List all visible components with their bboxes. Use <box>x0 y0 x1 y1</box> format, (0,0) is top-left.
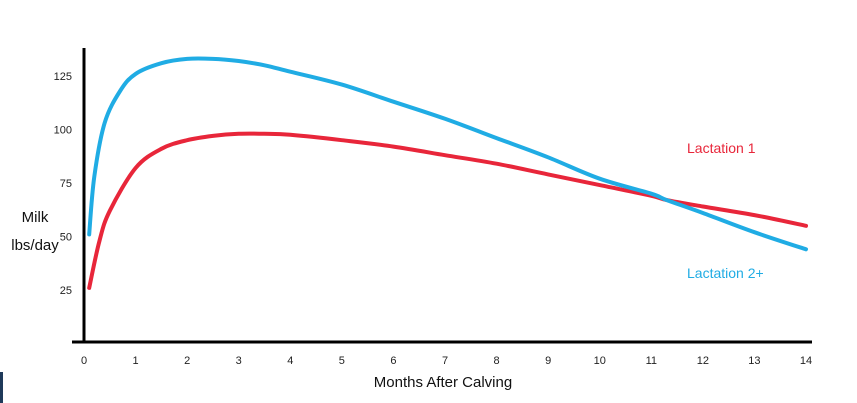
y-tick-labels: 25 50 75 100 125 <box>54 71 72 297</box>
series-label-2: Lactation 2+ <box>687 265 764 281</box>
x-tick-label: 9 <box>545 355 551 367</box>
x-tick-label: 0 <box>81 355 87 367</box>
y-tick-label: 75 <box>60 178 72 190</box>
x-tick-label: 4 <box>287 355 293 367</box>
left-edge-accent <box>0 372 3 403</box>
x-tick-labels: 0 1 2 3 4 5 6 7 8 9 10 11 12 13 14 <box>81 355 812 367</box>
x-tick-label: 12 <box>697 355 709 367</box>
x-tick-label: 2 <box>184 355 190 367</box>
y-axis-title-line1: Milk <box>22 209 49 226</box>
y-axis-title-line2: lbs/day <box>11 237 59 254</box>
x-axis-title: Months After Calving <box>374 374 512 391</box>
x-tick-label: 11 <box>646 355 657 367</box>
x-tick-label: 10 <box>594 355 606 367</box>
x-tick-label: 1 <box>133 355 139 367</box>
x-tick-label: 14 <box>800 355 812 367</box>
x-tick-label: 6 <box>390 355 396 367</box>
y-tick-label: 25 <box>60 285 72 297</box>
x-tick-label: 13 <box>748 355 760 367</box>
x-tick-label: 5 <box>339 355 345 367</box>
x-tick-label: 3 <box>236 355 242 367</box>
y-tick-label: 125 <box>54 71 72 83</box>
x-tick-label: 8 <box>494 355 500 367</box>
y-tick-label: 100 <box>54 125 72 137</box>
x-tick-label: 7 <box>442 355 448 367</box>
series-labels: Lactation 1 Lactation 2+ <box>687 140 764 281</box>
series-label-1: Lactation 1 <box>687 140 756 156</box>
series-lines <box>87 56 808 290</box>
y-tick-label: 50 <box>60 232 72 244</box>
series-line-2 <box>87 56 808 252</box>
